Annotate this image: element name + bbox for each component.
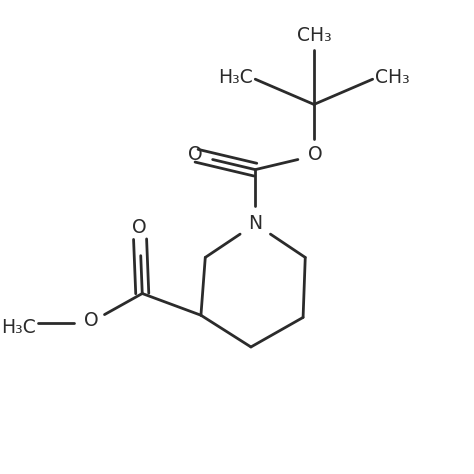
Text: H₃C: H₃C bbox=[219, 67, 253, 87]
Text: O: O bbox=[132, 218, 146, 237]
Text: H₃C: H₃C bbox=[1, 319, 36, 337]
Text: CH₃: CH₃ bbox=[375, 67, 410, 87]
Text: N: N bbox=[248, 214, 262, 234]
Text: O: O bbox=[188, 146, 202, 164]
Text: O: O bbox=[83, 311, 98, 330]
Text: CH₃: CH₃ bbox=[297, 26, 331, 45]
Text: O: O bbox=[308, 146, 323, 164]
